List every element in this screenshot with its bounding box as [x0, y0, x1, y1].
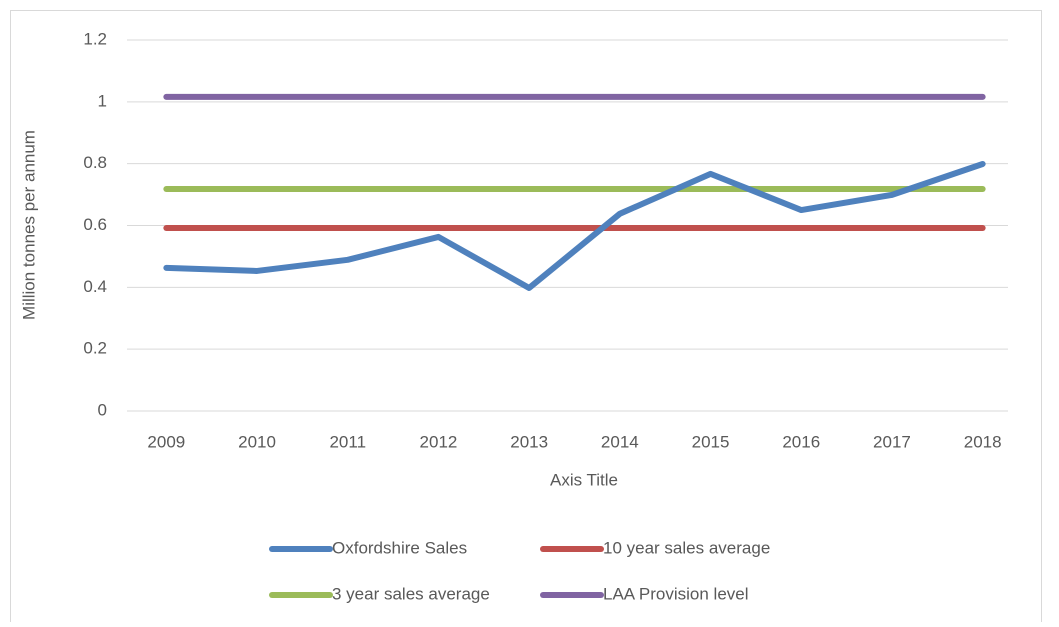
y-tick-label: 1: [98, 91, 107, 110]
x-tick-label: 2015: [692, 432, 730, 451]
x-tick-label: 2013: [510, 432, 548, 451]
x-tick-label: 2017: [873, 432, 911, 451]
x-tick-label: 2009: [147, 432, 185, 451]
legend-label: 10 year sales average: [603, 538, 770, 557]
x-tick-label: 2011: [329, 432, 366, 451]
legend-label: LAA Provision level: [603, 584, 749, 603]
x-tick-label: 2012: [420, 432, 458, 451]
y-tick-label: 0: [98, 400, 107, 419]
x-tick-label: 2010: [238, 432, 276, 451]
y-tick-label: 0.4: [83, 277, 107, 296]
y-axis-title: Million tonnes per annum: [19, 130, 38, 320]
x-axis-title: Axis Title: [550, 470, 618, 489]
legend-label: 3 year sales average: [332, 584, 490, 603]
chart-border: [10, 10, 1042, 627]
x-tick-label: 2018: [964, 432, 1002, 451]
y-tick-label: 0.6: [83, 215, 107, 234]
x-tick-label: 2014: [601, 432, 639, 451]
x-tick-label: 2016: [782, 432, 820, 451]
legend-label: Oxfordshire Sales: [332, 538, 467, 557]
y-tick-label: 0.2: [83, 339, 107, 358]
series-line: [163, 160, 986, 291]
y-tick-label: 1.2: [83, 29, 107, 48]
y-tick-label: 0.8: [83, 153, 107, 172]
